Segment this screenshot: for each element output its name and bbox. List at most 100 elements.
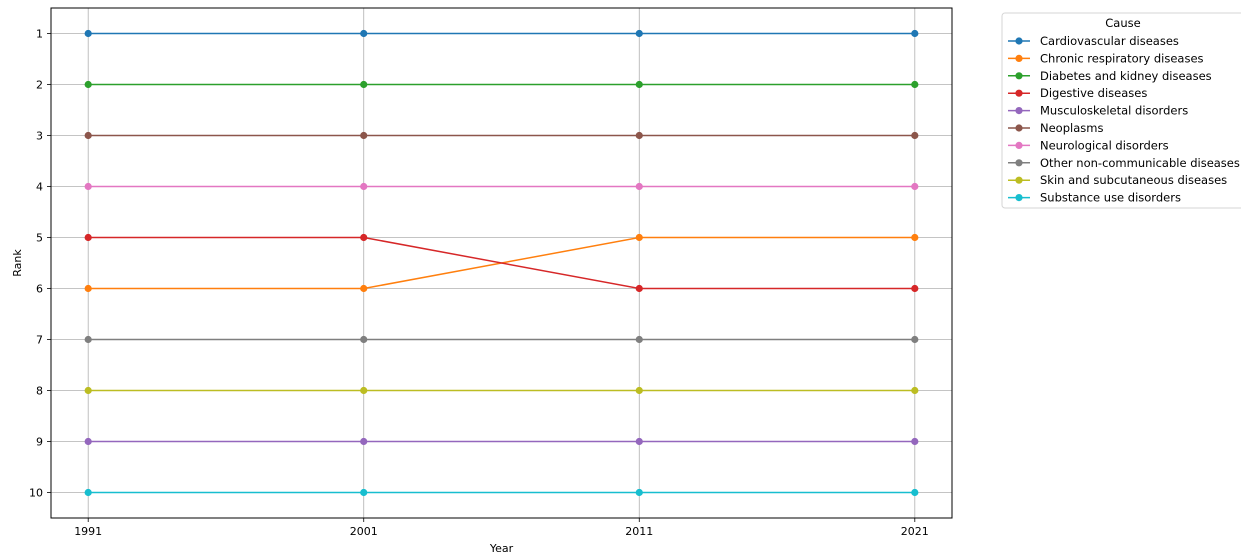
data-point	[911, 284, 919, 293]
data-point	[84, 29, 92, 38]
legend-swatch-marker	[1015, 176, 1023, 184]
y-tick-label: 3	[36, 130, 43, 143]
data-point	[360, 80, 368, 89]
data-point	[360, 386, 368, 395]
y-tick-label: 10	[29, 487, 43, 500]
legend-label: Other non-communicable diseases	[1040, 156, 1240, 170]
data-point	[360, 182, 368, 191]
legend-box	[1001, 12, 1241, 209]
legend-items: Cardiovascular diseases Chronic respirato…	[1008, 34, 1240, 205]
series-neoplasms	[84, 131, 919, 140]
legend-label: Musculoskeletal disorders	[1040, 104, 1188, 118]
legend-entry: Chronic respiratory diseases	[1008, 51, 1204, 65]
legend-entry: Neoplasms	[1008, 121, 1103, 135]
data-point	[635, 182, 643, 191]
y-tick-label: 7	[36, 334, 43, 347]
x-tick-label: 2021	[901, 525, 929, 538]
data-point	[635, 233, 643, 242]
legend-swatch-marker	[1015, 54, 1023, 63]
legend-swatch-marker	[1015, 124, 1023, 132]
data-point	[84, 80, 92, 89]
data-point	[360, 284, 368, 293]
legend-entry: Diabetes and kidney diseases	[1008, 69, 1212, 83]
data-point	[911, 233, 919, 242]
legend-entry: Cardiovascular diseases	[1008, 34, 1179, 48]
x-tick-label: 2001	[350, 525, 378, 538]
legend: Cause Cardiovascular diseases Chronic res…	[1001, 12, 1241, 209]
legend-label: Substance use disorders	[1040, 191, 1181, 205]
y-tick-label: 9	[36, 436, 43, 449]
data-point	[911, 131, 919, 140]
legend-entry: Skin and subcutaneous diseases	[1008, 173, 1227, 187]
x-tick-label: 2011	[625, 525, 653, 538]
series-cardiovascular-diseases	[84, 29, 919, 38]
plot-area	[50, 7, 953, 519]
series-substance-use-disorders	[84, 488, 919, 497]
legend-entry: Substance use disorders	[1008, 191, 1181, 205]
data-point	[84, 386, 92, 395]
series-skin-and-subcutaneous-diseases	[84, 386, 919, 395]
data-point	[635, 80, 643, 89]
data-point	[635, 335, 643, 344]
y-axis-label: Rank	[11, 249, 24, 277]
series-musculoskeletal-disorders	[84, 437, 919, 446]
legend-label: Neurological disorders	[1040, 138, 1169, 152]
data-point	[360, 335, 368, 344]
series-neurological-disorders	[84, 182, 919, 191]
data-point	[911, 386, 919, 395]
data-point	[635, 131, 643, 140]
data-point	[360, 437, 368, 446]
legend-entry: Other non-communicable diseases	[1008, 156, 1240, 170]
data-point	[360, 488, 368, 497]
legend-entry: Neurological disorders	[1008, 138, 1169, 152]
data-point	[360, 131, 368, 140]
y-tick-label: 5	[36, 232, 43, 245]
data-point	[84, 131, 92, 140]
data-point	[635, 284, 643, 293]
data-point	[635, 488, 643, 497]
data-point	[84, 233, 92, 242]
legend-swatch-marker	[1015, 159, 1023, 167]
legend-swatch-marker	[1015, 72, 1023, 80]
data-point	[911, 488, 919, 497]
legend-label: Diabetes and kidney diseases	[1040, 69, 1212, 83]
legend-entry: Digestive diseases	[1008, 86, 1147, 100]
y-tick-label: 4	[36, 181, 43, 194]
series-other-non-communicable-diseases	[84, 335, 919, 344]
legend-swatch-marker	[1015, 107, 1023, 115]
legend-title: Cause	[1105, 16, 1140, 30]
series-digestive-diseases	[84, 233, 919, 293]
data-point	[84, 335, 92, 344]
legend-label: Chronic respiratory diseases	[1040, 51, 1204, 65]
series-diabetes-and-kidney-diseases	[84, 80, 919, 89]
legend-label: Neoplasms	[1040, 121, 1103, 135]
y-tick-label: 2	[36, 79, 43, 92]
legend-label: Skin and subcutaneous diseases	[1040, 173, 1227, 187]
data-point	[84, 182, 92, 191]
legend-swatch-marker	[1015, 194, 1023, 202]
x-axis-label: Year	[489, 542, 514, 555]
data-point	[84, 488, 92, 497]
data-point	[84, 437, 92, 446]
data-point	[911, 335, 919, 344]
legend-swatch-marker	[1015, 89, 1023, 97]
data-point	[635, 29, 643, 38]
legend-entry: Musculoskeletal disorders	[1008, 104, 1188, 118]
y-tick-label: 8	[36, 385, 43, 398]
legend-label: Digestive diseases	[1040, 86, 1147, 100]
legend-label: Cardiovascular diseases	[1040, 34, 1179, 48]
data-point	[911, 437, 919, 446]
data-point	[911, 29, 919, 38]
data-point	[84, 284, 92, 293]
data-point	[911, 182, 919, 191]
y-tick-label: 6	[36, 283, 43, 296]
axis-ticks: 1991 2001 2011 2021 1 2 3 4 5 6 7 8 9 10	[29, 28, 929, 539]
series-line	[88, 236, 915, 290]
legend-swatch-marker	[1015, 37, 1023, 45]
data-point	[911, 80, 919, 89]
data-point	[360, 233, 368, 242]
series-lines	[84, 29, 919, 497]
x-tick-label: 1991	[74, 525, 102, 538]
data-point	[635, 386, 643, 395]
